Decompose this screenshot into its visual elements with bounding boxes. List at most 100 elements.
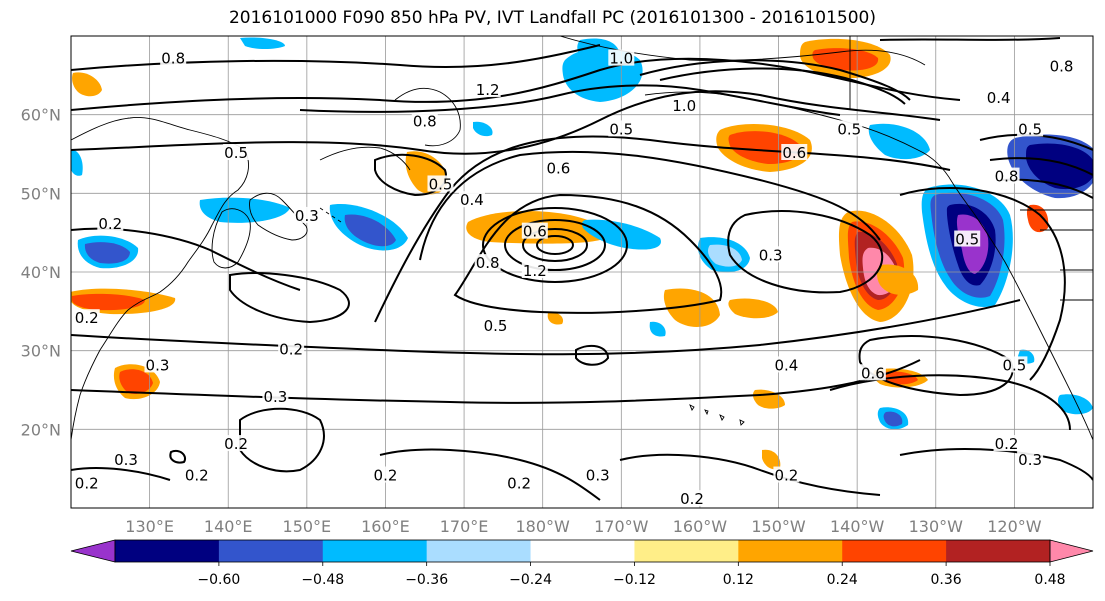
ivt-contours (71, 37, 1093, 501)
contour-label: 0.6 (861, 364, 885, 382)
contour-low-4 (536, 235, 574, 255)
contour-low-3 (522, 228, 588, 262)
colorbar-segment (426, 540, 532, 562)
lon-label: 170°E (440, 517, 489, 536)
contour-label: 0.3 (586, 467, 610, 485)
colorbar-tick-label: −0.36 (405, 572, 448, 588)
contour-label: 0.2 (185, 467, 209, 485)
contour-label-bg (73, 309, 100, 326)
contour-top-right (879, 37, 1061, 41)
contour-label-bg (545, 159, 572, 176)
colorbar-segment (218, 540, 324, 562)
coast-kuril (319, 146, 411, 171)
shade-positive-tropics (762, 449, 781, 470)
lon-label: 150°W (751, 517, 806, 536)
contour-label: 0.5 (837, 120, 861, 138)
contour-label-bg (113, 450, 140, 467)
contour-east-1 (727, 210, 884, 294)
contour-east-4 (899, 186, 1066, 381)
contour-tropics-1 (379, 448, 601, 501)
lon-label: 140°W (830, 517, 885, 536)
contour-east-2 (858, 335, 1014, 397)
contour-label: 0.3 (295, 207, 319, 225)
colorbar-segment (842, 540, 947, 562)
coast-west-america (951, 181, 1093, 441)
contour-label-bg (262, 387, 289, 404)
contour-north-4 (639, 59, 911, 101)
contour-label: 0.8 (995, 168, 1019, 186)
map-title: 2016101000 F090 850 hPa PV, IVT Landfall… (228, 8, 876, 28)
lon-label: 170°W (594, 517, 649, 536)
lon-label: 180°W (516, 517, 571, 536)
contour-label-bg (144, 356, 171, 373)
contour-label-bg (372, 466, 399, 483)
contour-north-6 (299, 84, 841, 116)
contour-label: 1.2 (476, 81, 500, 99)
contour-label-bg (993, 167, 1020, 184)
contour-low-5 (453, 193, 723, 314)
coast-islands-japan (319, 207, 342, 223)
colorbar-tick-label: 0.48 (1034, 572, 1065, 588)
contour-label: 0.3 (114, 451, 138, 469)
shade-negative-nw-2-core (344, 214, 396, 247)
contour-label-bg (954, 230, 981, 247)
axis-label-group: 130°E 140°E 150°E 160°E 170°E 180°W 170°W 160°W… (21, 106, 1042, 536)
lat-label: 40°N (21, 263, 61, 282)
contour-label: 0.2 (774, 467, 798, 485)
lat-label: 50°N (21, 184, 61, 203)
colorbar-segment (738, 540, 843, 562)
contour-label-bg (985, 88, 1012, 105)
contour-label-bg (427, 175, 454, 192)
contour-label: 0.5 (484, 317, 508, 335)
contour-label: 0.5 (609, 120, 633, 138)
colorbar-outline (114, 539, 1051, 563)
colorbar-segment (322, 540, 428, 562)
contour-label: 0.8 (413, 113, 437, 131)
shade-positive-sw-core (119, 369, 153, 394)
coast-korea (211, 208, 251, 269)
shade-positive-siberia (72, 72, 102, 97)
lon-label: 150°E (283, 517, 332, 536)
contour-label-bg (608, 120, 635, 137)
contour-label-bg (97, 214, 124, 231)
coast-japan (249, 192, 308, 241)
contour-label-bg (482, 317, 509, 334)
graticule (71, 36, 1093, 508)
contour-label: 0.4 (774, 356, 798, 374)
lat-label: 60°N (21, 106, 61, 125)
contour-mid-2 (374, 135, 951, 323)
contour-label-bg (278, 340, 305, 357)
contour-label: 0.5 (1018, 120, 1042, 138)
shade-negative-kamchatka (473, 121, 493, 137)
shade-negative-ne-core (1026, 143, 1093, 189)
colorbar-extend-high (1049, 539, 1094, 563)
contour-label: 0.2 (75, 309, 99, 327)
contour-label: 1.0 (609, 50, 633, 68)
contour-label-bg (521, 222, 548, 239)
contour-label-bg (993, 435, 1020, 452)
contour-label: 0.6 (523, 223, 547, 241)
contour-label: 0.6 (546, 160, 570, 178)
lon-label: 130°E (125, 517, 174, 536)
contour-south-blob (239, 407, 325, 473)
colorbar-extend-low (70, 539, 116, 563)
contour-label-bg (671, 96, 698, 113)
contour-label: 0.5 (1002, 356, 1026, 374)
contour-label-bg (1017, 120, 1044, 137)
shade-negative-south-core (883, 411, 903, 427)
contour-label: 0.3 (146, 356, 170, 374)
lat-label: 30°N (21, 342, 61, 361)
contour-label-bg (506, 474, 533, 491)
contour-label: 0.6 (782, 144, 806, 162)
contour-label: 0.2 (680, 490, 704, 508)
contour-label-bg (1048, 57, 1075, 74)
contour-label-bg (458, 191, 485, 208)
contour-label-bg (474, 254, 501, 271)
colorbar-tick-label: 0.36 (931, 572, 962, 588)
contour-label-bg (73, 474, 100, 491)
contour-label: 1.0 (672, 97, 696, 115)
shade-negative-top (240, 37, 285, 49)
shade-negative-siberia (71, 149, 83, 176)
contour-label: 0.3 (759, 246, 783, 264)
